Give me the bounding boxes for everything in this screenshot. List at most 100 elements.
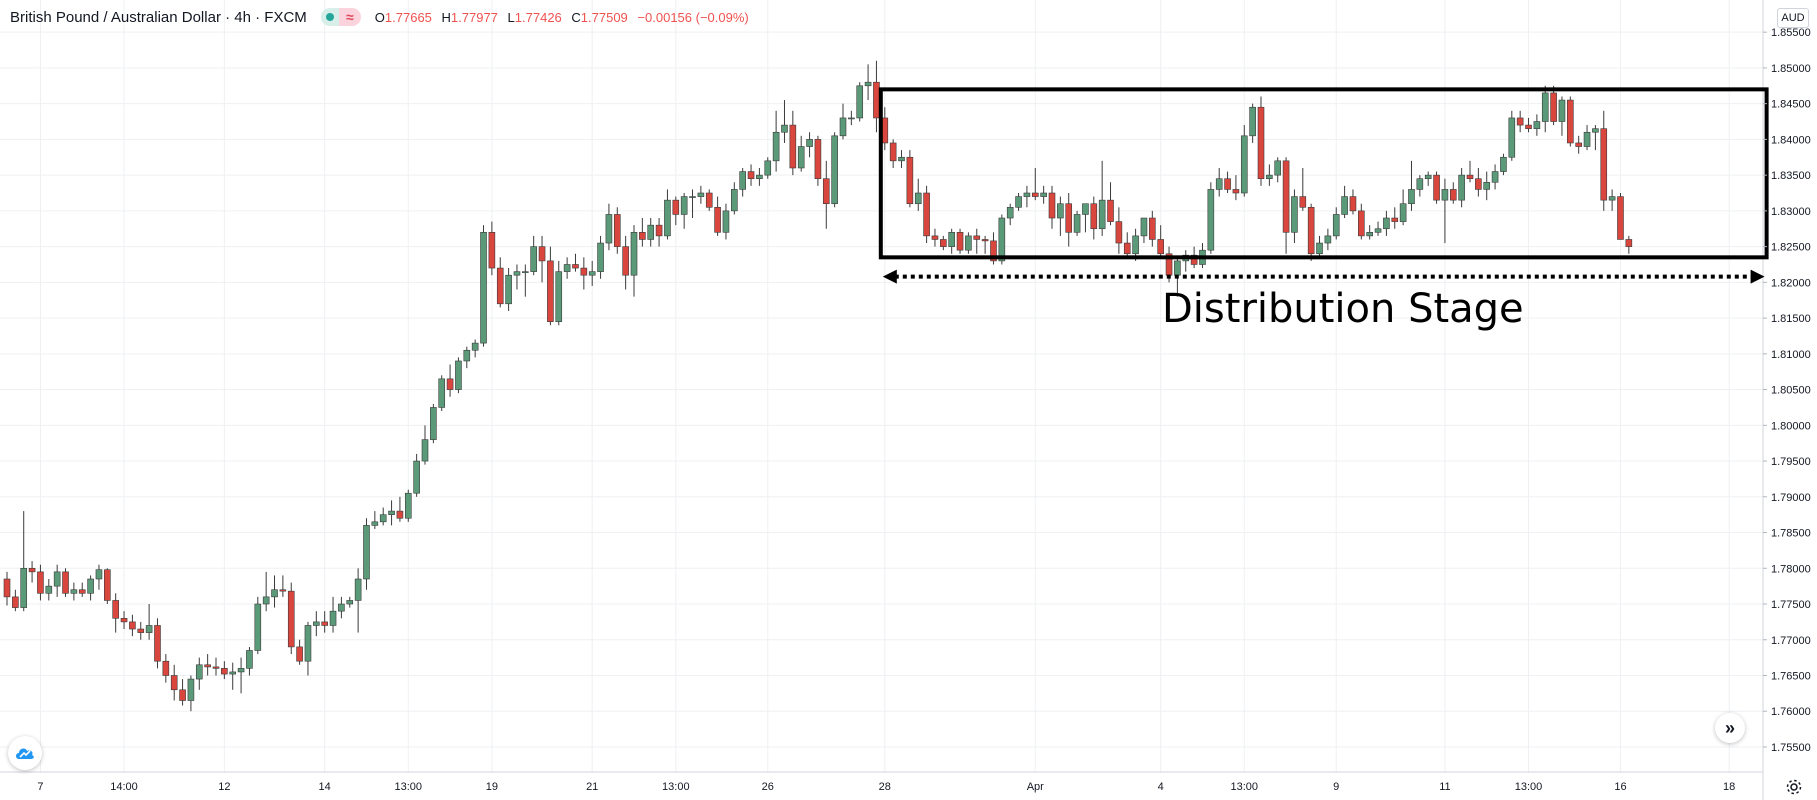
- candle: [538, 235, 546, 283]
- symbol-title[interactable]: British Pound / Australian Dollar · 4h ·…: [10, 8, 307, 26]
- candle: [513, 264, 521, 290]
- time-axis[interactable]: 7 14:00 12 14 13:00 19 21 13:00 26 28 Apr 4 13:00 9 11…: [37, 781, 1735, 793]
- candle-body-up: [948, 232, 955, 247]
- candle: [965, 232, 972, 254]
- candle: [1123, 232, 1131, 258]
- candle-body-up: [304, 625, 312, 662]
- time-tick-label: 11: [1439, 781, 1450, 793]
- candle-body-up: [1592, 128, 1599, 133]
- candle-body-up: [471, 342, 479, 351]
- candle-body-up: [1316, 242, 1323, 255]
- market-status[interactable]: ≈: [320, 8, 361, 26]
- candle: [421, 425, 429, 465]
- distribution-box[interactable]: [878, 87, 1769, 260]
- price-tick-label: 1.78500: [1771, 528, 1811, 540]
- candle: [1266, 164, 1273, 186]
- candle-body-up: [1140, 217, 1148, 237]
- annotations[interactable]: [878, 87, 1769, 284]
- candle-body-up: [1366, 232, 1373, 237]
- candle-body-down: [154, 625, 161, 662]
- candle: [848, 110, 855, 126]
- candle-body-down: [1617, 196, 1624, 240]
- market-open-icon: [320, 8, 339, 26]
- candle-body-up: [1291, 196, 1298, 233]
- gear-icon[interactable]: [1782, 775, 1806, 799]
- candle: [1399, 189, 1407, 226]
- candle: [70, 582, 78, 601]
- currency-badge[interactable]: AUD: [1777, 8, 1809, 28]
- candle-body-up: [597, 242, 604, 272]
- candle: [856, 82, 864, 122]
- candle-body-up: [1132, 235, 1139, 255]
- candle: [371, 511, 379, 529]
- candle: [1366, 225, 1373, 240]
- candle-body-up: [1408, 189, 1415, 205]
- candle: [455, 357, 462, 394]
- high-value: 1.77977: [450, 9, 498, 25]
- candle: [789, 110, 797, 176]
- candle-body-up: [1399, 203, 1407, 222]
- candle: [1458, 167, 1465, 208]
- candle-body-up: [1483, 181, 1491, 190]
- candle-body-up: [455, 360, 462, 390]
- candle: [1441, 178, 1449, 244]
- time-tick-label: 18: [1723, 781, 1735, 793]
- price-tick-label: 1.81500: [1771, 313, 1811, 325]
- candle-body-down: [572, 264, 579, 269]
- time-tick-label: 12: [218, 781, 230, 793]
- candle-body-down: [1123, 242, 1131, 255]
- candle-body-down: [1600, 128, 1608, 201]
- candle: [1065, 193, 1073, 247]
- candle-body-down: [28, 567, 36, 573]
- candle: [605, 203, 613, 251]
- time-tick-label: 16: [1614, 781, 1626, 793]
- candle-body-up: [1441, 189, 1449, 201]
- candle-body-up: [605, 214, 613, 244]
- candle-body-up: [731, 189, 738, 212]
- candle-body-down: [1625, 239, 1633, 247]
- candle: [1324, 228, 1332, 251]
- candle: [279, 575, 287, 597]
- candle-body-up: [371, 521, 379, 526]
- candle-body-up: [1583, 131, 1591, 147]
- candle: [287, 582, 295, 655]
- candle-body-down: [321, 621, 328, 626]
- price-tick-label: 1.85000: [1771, 63, 1811, 75]
- time-tick-label: 26: [762, 781, 774, 793]
- candle-body-down: [212, 666, 220, 669]
- tradingview-cloud-icon[interactable]: [8, 736, 42, 770]
- candle: [756, 167, 763, 186]
- candle: [95, 564, 103, 590]
- candle-body-up: [463, 349, 471, 362]
- candle-body-down: [488, 232, 496, 269]
- candle: [781, 100, 788, 143]
- candle-body-up: [346, 600, 354, 605]
- candle: [1082, 203, 1089, 233]
- candle-body-down: [580, 267, 588, 276]
- price-tick-label: 1.80000: [1771, 420, 1811, 432]
- candle-body-down: [889, 142, 897, 162]
- candle: [313, 611, 320, 637]
- double-chevron-right-icon[interactable]: »: [1715, 713, 1745, 743]
- candle-body-up: [1266, 174, 1273, 180]
- candle: [831, 132, 838, 208]
- candle-body-down: [1115, 221, 1123, 244]
- candle: [889, 139, 897, 168]
- candle-body-up: [379, 514, 387, 523]
- candle-body-down: [622, 246, 629, 276]
- candle-body-up: [1073, 214, 1081, 233]
- price-axis[interactable]: 1.85500 1.85000 1.84500 1.84000 1.83500 1.830…: [1763, 27, 1811, 754]
- candle-body-up: [697, 192, 705, 197]
- candle: [187, 675, 195, 712]
- candle: [923, 185, 930, 244]
- candle-body-down: [446, 378, 454, 390]
- candle: [1592, 125, 1599, 151]
- candle-body-up: [1249, 106, 1256, 137]
- candle: [630, 225, 638, 297]
- chart-grid: [0, 0, 1763, 772]
- candle: [1107, 182, 1114, 226]
- candle: [1182, 250, 1190, 272]
- time-tick-label: 13:00: [1515, 781, 1543, 793]
- price-tick-label: 1.80500: [1771, 385, 1811, 397]
